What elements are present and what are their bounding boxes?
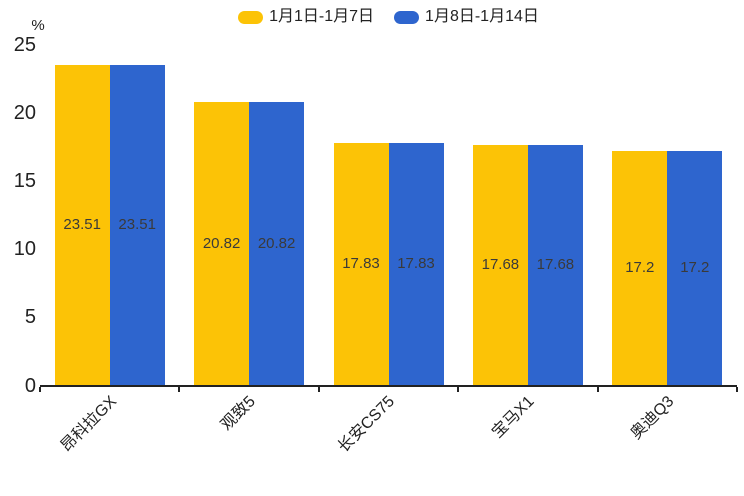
bar-value-label: 17.68	[481, 256, 520, 274]
bar-value-label: 17.83	[397, 255, 435, 273]
y-axis-tick-label: 0	[24, 374, 36, 397]
y-axis-tick-label: 10	[13, 238, 36, 261]
legend-swatch-icon	[394, 10, 420, 24]
y-axis-unit-label: %	[31, 17, 45, 34]
bar-value-label: 23.51	[118, 216, 156, 234]
bar-series1-3	[527, 144, 583, 386]
x-axis-category-label: 长安CS75	[335, 393, 399, 456]
bar-series0-3	[472, 144, 528, 386]
x-axis-category-label: 宝马X1	[489, 393, 538, 442]
x-axis-tick-mark	[457, 386, 460, 392]
bar-value-label: 17.2	[625, 259, 655, 277]
x-axis-tick-mark	[178, 386, 181, 392]
y-axis-tick-label: 25	[13, 34, 36, 56]
bar-series1-2	[388, 142, 444, 386]
bar-value-label: 17.83	[342, 255, 380, 273]
x-axis-category-label: 观致5	[218, 393, 260, 434]
bar-value-label: 20.82	[202, 234, 241, 252]
bar-value-label: 20.82	[257, 234, 296, 252]
legend-swatch-icon	[238, 10, 264, 24]
y-axis-tick-label: 5	[24, 306, 36, 329]
x-axis-line	[40, 384, 737, 387]
bar-series1-0	[109, 65, 165, 386]
bar-series0-4	[612, 151, 668, 386]
y-axis-tick-label: 15	[13, 170, 36, 193]
x-axis-tick-mark	[596, 386, 599, 392]
bar-series0-0	[54, 65, 110, 386]
bar-value-label: 23.51	[63, 216, 101, 234]
x-axis-category-label: 奥迪Q3	[627, 393, 678, 443]
legend-item-label: 1月8日-1月14日	[425, 8, 539, 25]
bar-value-label: 17.2	[680, 259, 710, 277]
chart-legend: 1月1日-1月7日 1月8日-1月14日	[40, 6, 737, 28]
x-axis-category-label: 昂科拉GX	[57, 393, 120, 456]
bar-series1-1	[249, 101, 305, 386]
bar-series1-4	[667, 151, 723, 386]
y-axis-tick-label: 20	[13, 102, 36, 125]
legend-item-label: 1月1日-1月7日	[269, 8, 375, 25]
x-axis-tick-mark	[39, 386, 41, 392]
x-axis-tick-mark	[736, 386, 738, 392]
bar-value-label: 17.68	[536, 256, 575, 274]
bar-series0-1	[194, 101, 250, 386]
legend-item-1[interactable]: 1月8日-1月14日	[394, 9, 539, 25]
bar-series0-2	[333, 142, 389, 386]
x-axis-tick-mark	[317, 386, 320, 392]
legend-item-0[interactable]: 1月1日-1月7日	[238, 9, 374, 25]
